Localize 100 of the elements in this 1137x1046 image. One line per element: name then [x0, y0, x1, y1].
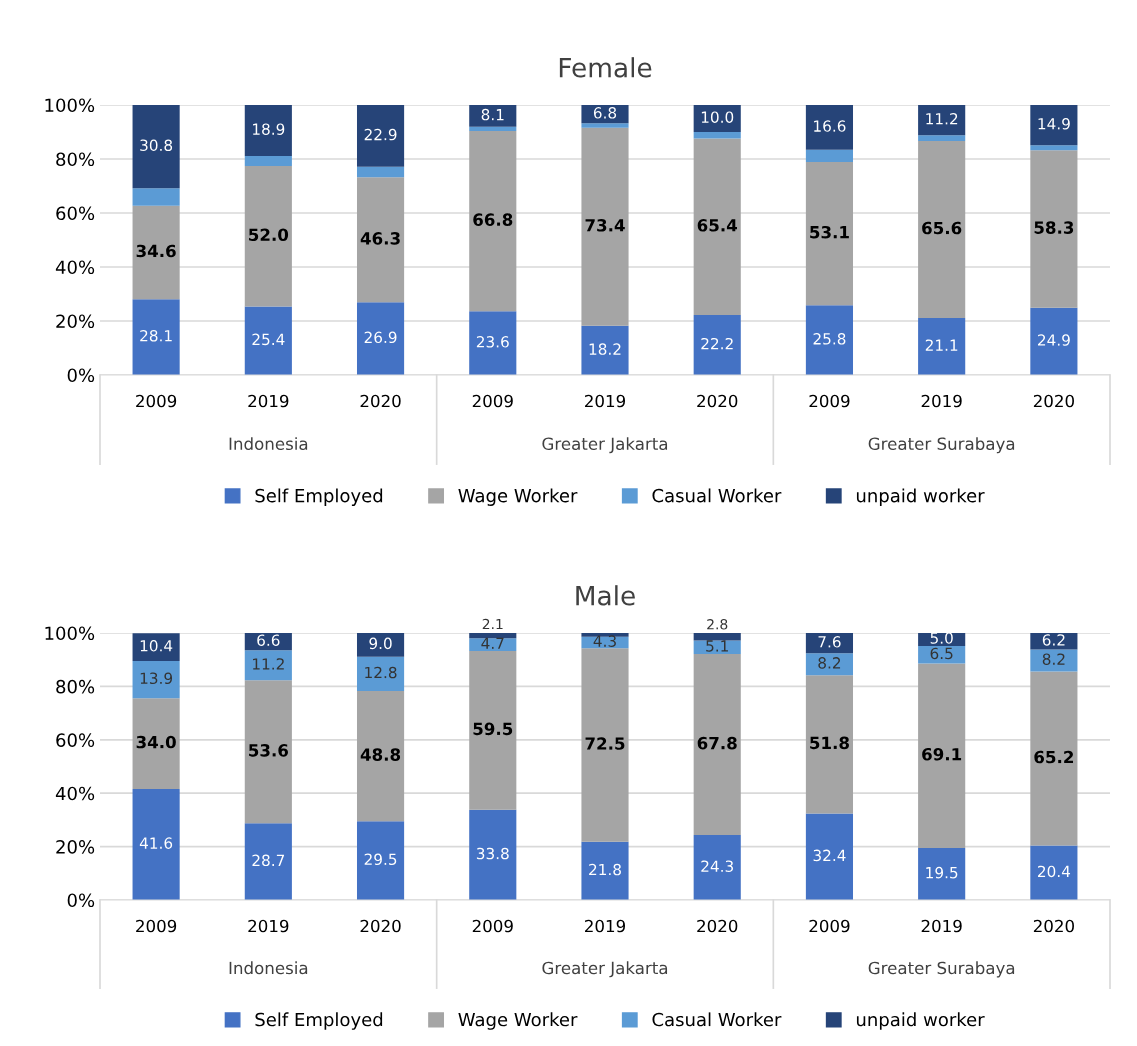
bar — [132, 188, 180, 206]
bar — [132, 633, 180, 662]
bar — [244, 650, 292, 681]
data-label: 4.7 — [481, 637, 504, 649]
bar — [132, 205, 180, 300]
bar — [1030, 845, 1078, 900]
y-tick-label: 0% — [67, 368, 95, 383]
bar — [918, 140, 966, 319]
data-label: 8.2 — [818, 657, 841, 669]
y-tick-label: 60% — [56, 206, 95, 221]
data-label: 24.9 — [1038, 334, 1070, 346]
data-label: 14.9 — [1038, 117, 1070, 130]
bar — [581, 127, 629, 326]
bar — [132, 105, 180, 189]
bar — [1030, 150, 1078, 308]
x-tick-label: 2009 — [136, 919, 177, 933]
chart-title: Male — [576, 585, 635, 606]
bar — [244, 823, 292, 900]
bar — [805, 675, 854, 814]
x-tick-label: 2020 — [697, 394, 738, 408]
data-label: 29.5 — [364, 853, 397, 866]
bar — [469, 650, 517, 810]
bar — [356, 656, 405, 691]
x-tick-label: 2019 — [921, 919, 962, 933]
bar — [244, 105, 292, 157]
data-label: 8.2 — [1042, 653, 1065, 665]
legend-label: Self Employed — [255, 1012, 383, 1030]
legend-label: Wage Worker — [458, 1012, 578, 1030]
x-tick-label: 2009 — [136, 394, 177, 408]
bar — [1030, 145, 1078, 151]
x-tick-label: 2020 — [1033, 394, 1074, 408]
bar — [693, 835, 741, 900]
bar — [918, 663, 966, 848]
data-label: 67.8 — [697, 736, 737, 750]
bar — [1030, 307, 1078, 375]
text: Greater Jakarta — [542, 437, 668, 454]
data-label: 32.4 — [813, 849, 846, 862]
data-label: 2.1 — [482, 618, 503, 630]
bar — [918, 318, 966, 375]
bar — [469, 638, 517, 651]
bar — [356, 633, 405, 657]
bar — [805, 149, 854, 162]
y-tick-label: 80% — [56, 152, 95, 167]
y-tick-label: 100% — [45, 98, 95, 113]
bar — [469, 126, 517, 131]
bar — [693, 633, 741, 641]
data-label: 6.8 — [593, 107, 617, 119]
bar — [805, 161, 854, 306]
text: Greater Jakarta — [542, 961, 668, 978]
data-label: 20.4 — [1038, 865, 1071, 878]
data-label: 22.2 — [701, 337, 733, 350]
bar — [581, 105, 629, 124]
data-label: 21.1 — [925, 339, 958, 351]
x-tick-label: 2019 — [921, 394, 962, 408]
data-label: 26.9 — [364, 331, 397, 344]
data-label: 21.8 — [589, 863, 621, 876]
legend-label: Casual Worker — [652, 488, 782, 503]
bar — [244, 306, 292, 375]
bar — [244, 156, 292, 167]
bar — [244, 166, 292, 307]
data-label: 9.0 — [369, 637, 392, 650]
data-label: 41.6 — [139, 837, 173, 849]
data-label: 11.2 — [253, 658, 284, 670]
bar — [469, 105, 517, 127]
bar — [1030, 633, 1078, 650]
bar — [581, 648, 629, 842]
bar — [693, 132, 741, 139]
data-label: 28.7 — [252, 854, 285, 867]
data-label: 23.6 — [476, 336, 509, 348]
bar — [581, 841, 629, 900]
x-tick-label: 2009 — [809, 394, 850, 408]
bar — [132, 698, 180, 789]
legend-label: unpaid worker — [856, 1012, 985, 1030]
y-tick-label: 20% — [56, 314, 95, 329]
bar — [132, 788, 180, 900]
bar — [805, 633, 854, 654]
x-tick-label: 2020 — [697, 919, 738, 933]
bar — [356, 166, 405, 178]
chart-title: Female — [559, 57, 652, 78]
data-label: 8.1 — [481, 108, 504, 121]
bar — [1030, 671, 1078, 846]
bar — [469, 633, 517, 639]
data-label: 48.8 — [360, 748, 401, 761]
data-label: 46.3 — [360, 232, 400, 245]
bar — [581, 325, 629, 375]
data-label: 52.0 — [249, 228, 289, 242]
bar — [693, 640, 741, 655]
data-label: 19.5 — [926, 866, 958, 879]
y-tick-label: 60% — [56, 733, 95, 747]
bar — [918, 646, 966, 664]
data-label: 22.9 — [364, 128, 397, 141]
bar — [356, 302, 405, 375]
data-label: 66.8 — [473, 213, 513, 226]
data-label: 10.4 — [140, 640, 173, 652]
data-label: 34.0 — [136, 735, 176, 749]
x-tick-label: 2020 — [360, 394, 401, 408]
bar — [693, 138, 741, 316]
x-tick-label: 2020 — [360, 919, 401, 933]
x-tick-label: 2009 — [472, 919, 513, 933]
x-tick-label: 2019 — [248, 394, 289, 408]
